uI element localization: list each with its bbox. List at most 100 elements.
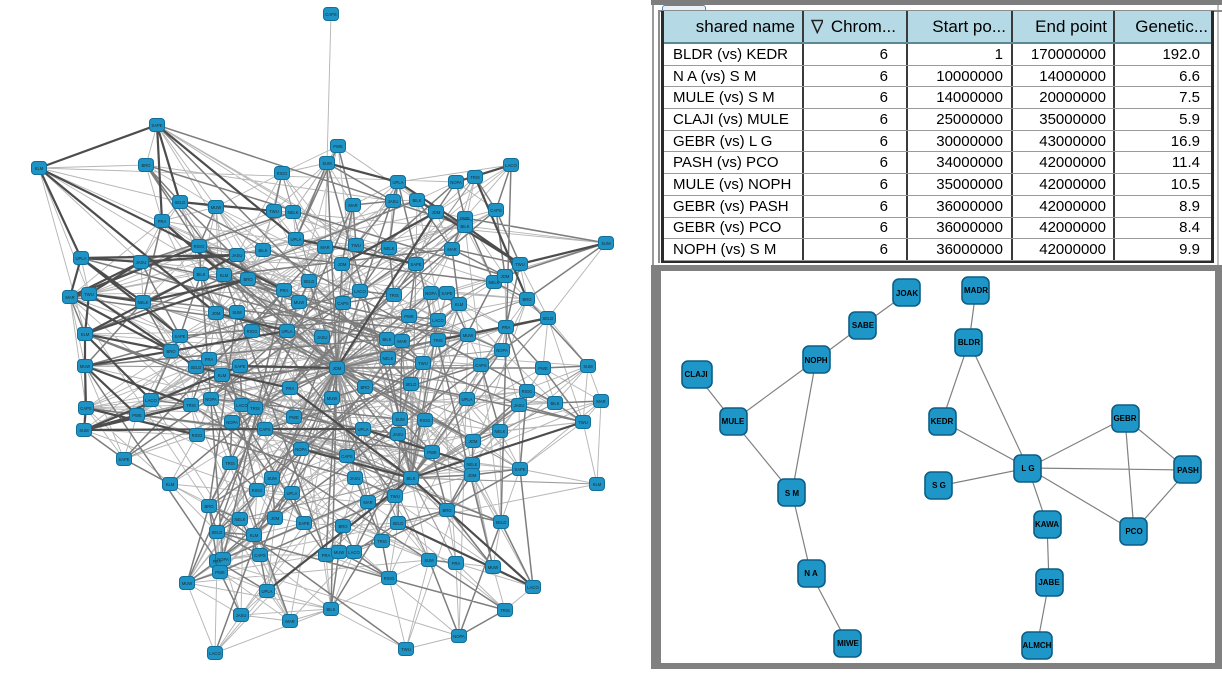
svg-text:SELD: SELD bbox=[191, 365, 202, 370]
svg-text:SELD: SELD bbox=[543, 316, 554, 321]
svg-text:SUM: SUM bbox=[424, 558, 434, 563]
svg-text:KLM: KLM bbox=[166, 482, 175, 487]
svg-text:MAR: MAR bbox=[397, 339, 406, 344]
svg-text:UPLA: UPLA bbox=[76, 256, 87, 261]
svg-text:NOPA: NOPA bbox=[496, 348, 508, 353]
svg-text:PWE: PWE bbox=[404, 314, 414, 319]
svg-text:BRO: BRO bbox=[243, 277, 253, 282]
svg-text:TRIS: TRIS bbox=[377, 539, 387, 544]
svg-text:JOM: JOM bbox=[501, 274, 510, 279]
svg-text:CAPS: CAPS bbox=[254, 553, 266, 558]
svg-text:UPLA: UPLA bbox=[358, 427, 369, 432]
svg-text:JASU: JASU bbox=[232, 253, 243, 258]
svg-text:CAPS: CAPS bbox=[80, 406, 92, 411]
svg-text:MAR: MAR bbox=[65, 295, 74, 300]
svg-text:SAPE: SAPE bbox=[514, 467, 525, 472]
svg-text:BILK: BILK bbox=[326, 607, 335, 612]
svg-text:S M: S M bbox=[785, 489, 800, 498]
svg-text:BRO: BRO bbox=[166, 349, 176, 354]
svg-text:NOPA: NOPA bbox=[450, 180, 462, 185]
svg-text:BILK: BILK bbox=[258, 248, 267, 253]
svg-text:SELD: SELD bbox=[212, 530, 223, 535]
svg-text:CAPS: CAPS bbox=[490, 208, 502, 213]
svg-text:SELD: SELD bbox=[393, 521, 404, 526]
svg-text:SAPE: SAPE bbox=[234, 364, 245, 369]
svg-text:SUM: SUM bbox=[322, 161, 332, 166]
svg-text:RIGG: RIGG bbox=[194, 244, 205, 249]
svg-text:RIGG: RIGG bbox=[420, 418, 431, 423]
svg-text:MULE: MULE bbox=[722, 417, 745, 426]
svg-text:PCO: PCO bbox=[1125, 527, 1142, 536]
svg-text:SAPE: SAPE bbox=[118, 457, 129, 462]
svg-text:PWE: PWE bbox=[289, 415, 299, 420]
svg-text:PRA: PRA bbox=[502, 325, 511, 330]
svg-text:BRO: BRO bbox=[204, 504, 214, 509]
svg-text:TWU: TWU bbox=[578, 420, 588, 425]
svg-text:TRIS: TRIS bbox=[250, 406, 260, 411]
svg-text:NELK: NELK bbox=[383, 356, 394, 361]
svg-text:SABE: SABE bbox=[852, 321, 875, 330]
svg-text:RIGG: RIGG bbox=[277, 171, 288, 176]
svg-text:SELD: SELD bbox=[304, 279, 315, 284]
svg-text:RIGG: RIGG bbox=[522, 389, 533, 394]
svg-text:TWU: TWU bbox=[84, 292, 94, 297]
svg-text:BILK: BILK bbox=[196, 272, 205, 277]
svg-text:CAPS: CAPS bbox=[259, 427, 271, 432]
svg-text:PWE: PWE bbox=[132, 413, 142, 418]
svg-text:NELK: NELK bbox=[489, 280, 500, 285]
svg-text:CAPS: CAPS bbox=[475, 363, 487, 368]
svg-text:KLM: KLM bbox=[218, 373, 227, 378]
svg-text:RIGG: RIGG bbox=[384, 576, 395, 581]
svg-text:PRA: PRA bbox=[452, 561, 461, 566]
svg-text:SUM: SUM bbox=[267, 476, 277, 481]
svg-text:SAPE: SAPE bbox=[441, 291, 452, 296]
svg-text:PRA: PRA bbox=[286, 386, 295, 391]
svg-text:SUM: SUM bbox=[601, 241, 611, 246]
svg-text:CAPS: CAPS bbox=[325, 12, 337, 17]
svg-text:UPLA: UPLA bbox=[462, 397, 473, 402]
svg-text:MAR: MAR bbox=[348, 203, 357, 208]
svg-text:TWU: TWU bbox=[418, 361, 428, 366]
svg-text:NOPH: NOPH bbox=[804, 356, 827, 365]
svg-text:LACO: LACO bbox=[145, 398, 157, 403]
svg-text:BILK: BILK bbox=[412, 198, 421, 203]
svg-text:TWU: TWU bbox=[401, 647, 411, 652]
svg-text:CLAJI: CLAJI bbox=[684, 370, 707, 379]
svg-text:TWU: TWU bbox=[269, 209, 279, 214]
svg-text:SUM: SUM bbox=[79, 428, 89, 433]
svg-text:RIGG: RIGG bbox=[247, 329, 258, 334]
svg-text:KLM: KLM bbox=[593, 482, 602, 487]
svg-text:JASU: JASU bbox=[317, 335, 328, 340]
svg-text:MAR: MAR bbox=[285, 619, 294, 624]
svg-text:NOPA: NOPA bbox=[425, 291, 437, 296]
svg-text:MUW: MUW bbox=[488, 565, 499, 570]
svg-text:MUW: MUW bbox=[334, 550, 345, 555]
svg-text:MUW: MUW bbox=[182, 581, 193, 586]
svg-text:NOPA: NOPA bbox=[226, 420, 238, 425]
svg-text:JOM: JOM bbox=[333, 366, 342, 371]
svg-text:S G: S G bbox=[932, 481, 946, 490]
svg-text:UPLA: UPLA bbox=[282, 329, 293, 334]
svg-text:TRIS: TRIS bbox=[186, 403, 196, 408]
svg-text:MUW: MUW bbox=[211, 205, 222, 210]
svg-text:JOM: JOM bbox=[432, 210, 441, 215]
svg-text:KLM: KLM bbox=[81, 332, 90, 337]
svg-text:BRO: BRO bbox=[141, 163, 151, 168]
svg-text:BILK: BILK bbox=[382, 337, 391, 342]
svg-text:SUM: SUM bbox=[583, 364, 593, 369]
svg-text:KEDR: KEDR bbox=[931, 417, 954, 426]
svg-text:SAPE: SAPE bbox=[410, 262, 421, 267]
svg-text:TRIS: TRIS bbox=[470, 175, 480, 180]
svg-text:PRA: PRA bbox=[205, 357, 214, 362]
svg-text:NELK: NELK bbox=[235, 517, 246, 522]
svg-text:MAR: MAR bbox=[447, 247, 456, 252]
svg-text:JOAK: JOAK bbox=[896, 289, 918, 298]
svg-text:UPLA: UPLA bbox=[287, 491, 298, 496]
svg-text:N A: N A bbox=[804, 569, 818, 578]
svg-text:JOM: JOM bbox=[212, 311, 221, 316]
svg-text:JASU: JASU bbox=[236, 613, 247, 618]
svg-text:SUM: SUM bbox=[232, 310, 242, 315]
svg-text:KLM: KLM bbox=[455, 302, 464, 307]
svg-text:TRIS: TRIS bbox=[500, 608, 510, 613]
svg-text:SELD: SELD bbox=[175, 200, 186, 205]
